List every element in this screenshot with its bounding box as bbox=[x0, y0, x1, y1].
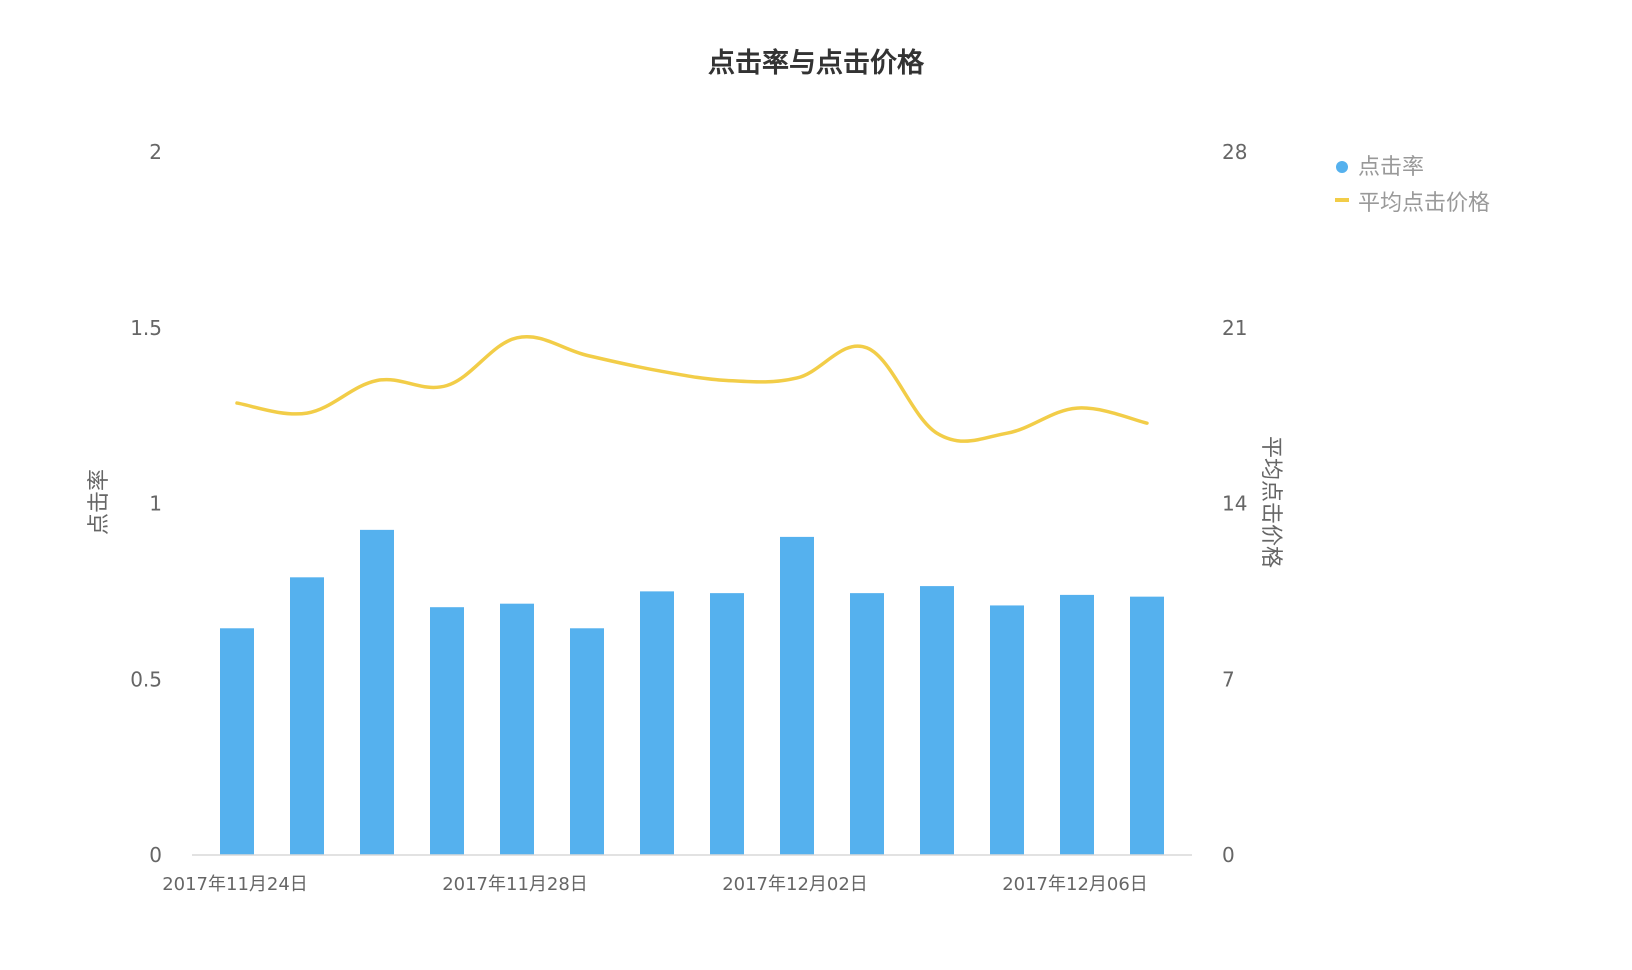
bar bbox=[430, 607, 464, 855]
bar bbox=[220, 628, 254, 855]
legend: 点击率 平均点击价格 bbox=[1335, 155, 1490, 216]
x-axis-ticks: 2017年11月24日 2017年11月28日 2017年12月02日 2017年12… bbox=[162, 874, 1148, 895]
legend-marker-bar bbox=[1336, 161, 1348, 173]
bar bbox=[360, 529, 394, 855]
chart-title: 点击率与点击价格 bbox=[708, 47, 925, 79]
y2-tick-label: 21 bbox=[1222, 316, 1247, 340]
y-axis-right-ticks: 0 7 14 21 28 bbox=[1222, 140, 1247, 867]
y-tick-label: 2 bbox=[149, 140, 162, 164]
x-tick-label: 2017年11月28日 bbox=[442, 874, 588, 895]
bar bbox=[640, 591, 674, 855]
bar bbox=[710, 593, 744, 855]
bar bbox=[850, 593, 884, 855]
y-axis-left-ticks: 0 0.5 1 1.5 2 bbox=[130, 140, 162, 867]
y-tick-label: 1.5 bbox=[130, 316, 162, 340]
x-tick-label: 2017年12月02日 bbox=[722, 874, 868, 895]
bar bbox=[1130, 596, 1164, 855]
y2-tick-label: 0 bbox=[1222, 843, 1235, 867]
legend-label-line: 平均点击价格 bbox=[1358, 191, 1490, 216]
y2-tick-label: 7 bbox=[1222, 667, 1235, 691]
y2-tick-label: 28 bbox=[1222, 140, 1247, 164]
y-tick-label: 1 bbox=[149, 492, 162, 516]
bar bbox=[290, 577, 324, 855]
y2-tick-label: 14 bbox=[1222, 492, 1247, 516]
bar bbox=[780, 536, 814, 855]
bar bbox=[920, 586, 954, 855]
y-tick-label: 0 bbox=[149, 843, 162, 867]
bar bbox=[990, 605, 1024, 855]
x-tick-label: 2017年11月24日 bbox=[162, 874, 308, 895]
y-axis-right-label: 平均点击价格 bbox=[1258, 436, 1283, 568]
bar-series bbox=[220, 529, 1164, 855]
y-tick-label: 0.5 bbox=[130, 667, 162, 691]
y-axis-left-label: 点击率 bbox=[87, 469, 112, 535]
legend-label-bar: 点击率 bbox=[1358, 155, 1424, 180]
bar bbox=[500, 603, 534, 855]
x-tick-label: 2017年12月06日 bbox=[1002, 874, 1148, 895]
bar bbox=[570, 628, 604, 855]
bar bbox=[1060, 594, 1094, 855]
line-series bbox=[235, 335, 1149, 443]
